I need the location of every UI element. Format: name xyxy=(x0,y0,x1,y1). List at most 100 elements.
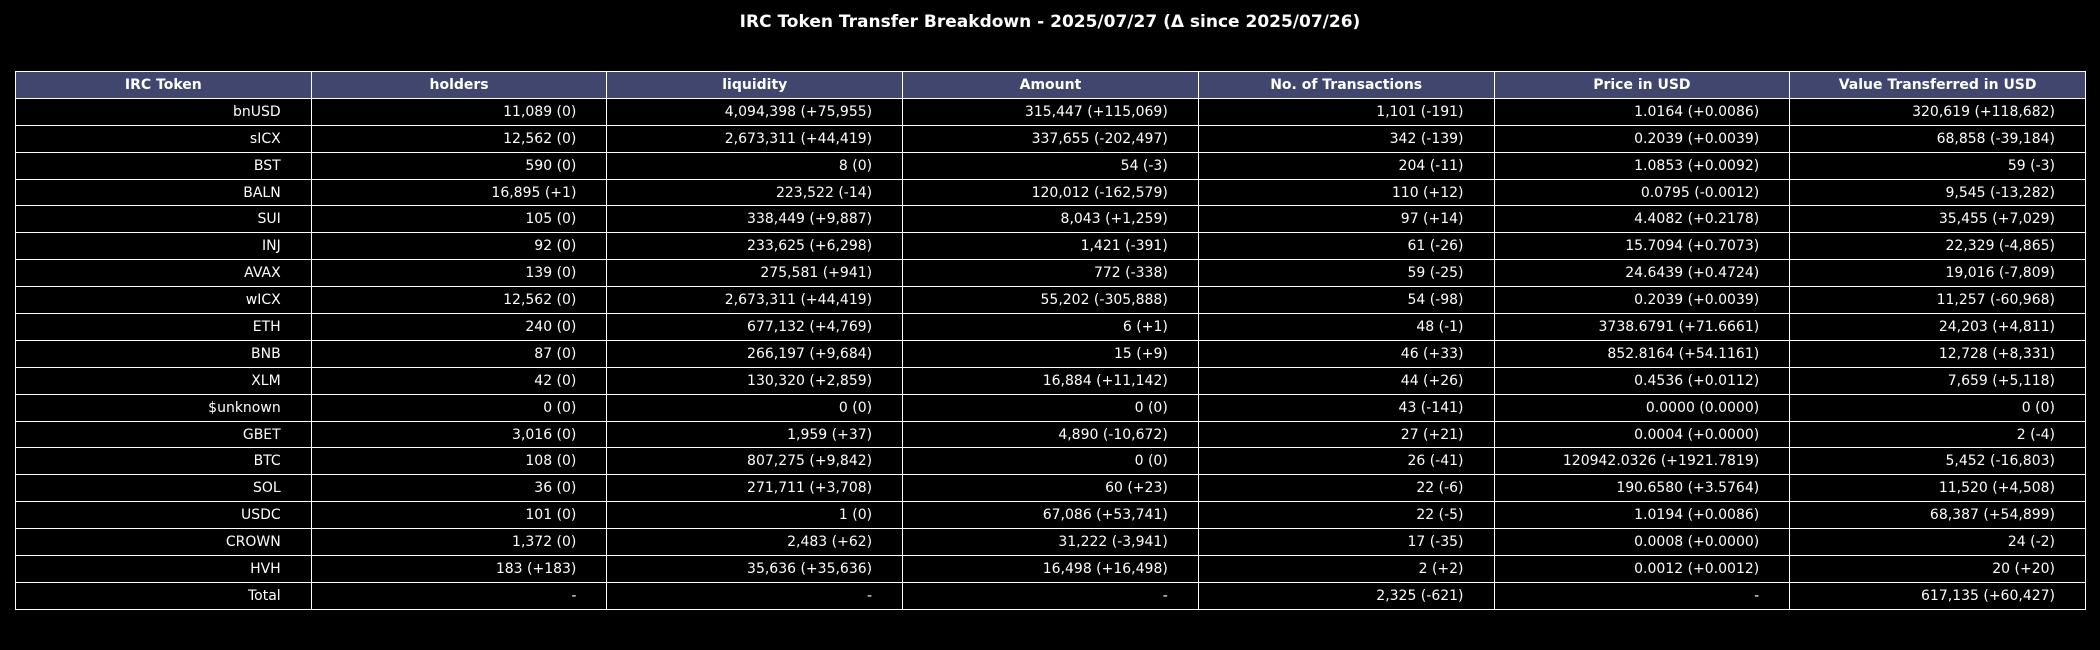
table-cell: 1.0164 (+0.0086) xyxy=(1493,97,1791,126)
table-row: SUI 105 (0) 338,449 (+9,887) 8,043 (+1,259)… xyxy=(15,205,2086,234)
token-name-cell: CROWN xyxy=(15,528,312,557)
token-name-cell: SUI xyxy=(15,205,312,234)
table-cell: 0.4536 (+0.0112) xyxy=(1493,366,1791,395)
table-row: BNB 87 (0) 266,197 (+9,684) 15 (+9) 46 (+33)… xyxy=(15,339,2086,368)
table-cell: 4.4082 (+0.2178) xyxy=(1493,205,1791,234)
table-cell: 16,498 (+16,498) xyxy=(902,555,1199,583)
table-cell: 2,483 (+62) xyxy=(606,528,904,557)
token-name-cell: GBET xyxy=(15,420,312,449)
table-cell: 337,655 (-202,497) xyxy=(902,124,1199,153)
table-cell: 15 (+9) xyxy=(902,339,1199,368)
table-cell: 772 (-338) xyxy=(902,259,1199,288)
table-cell: 44 (+26) xyxy=(1197,366,1495,395)
token-name-cell: HVH xyxy=(15,555,312,583)
table-cell: 48 (-1) xyxy=(1197,313,1495,341)
table-cell: 8 (0) xyxy=(606,151,904,180)
table-cell: 2 (+2) xyxy=(1197,555,1495,583)
token-name-cell: SOL xyxy=(15,474,312,503)
table-cell: 3,016 (0) xyxy=(310,420,608,449)
table-cell: 17 (-35) xyxy=(1197,528,1495,557)
table-cell: 36 (0) xyxy=(310,474,608,503)
table-cell: 92 (0) xyxy=(310,232,608,261)
token-name-cell: Total xyxy=(15,581,312,610)
table-cell: 2,325 (-621) xyxy=(1197,581,1495,610)
table-body: bnUSD 11,089 (0) 4,094,398 (+75,955) 315,44… xyxy=(15,97,2086,610)
table-cell: 617,135 (+60,427) xyxy=(1789,581,2086,610)
table-cell: 1.0853 (+0.0092) xyxy=(1493,151,1791,180)
table-cell: 22 (-6) xyxy=(1197,474,1495,503)
table-cell: 320,619 (+118,682) xyxy=(1789,97,2086,126)
token-transfer-table: IRC Token holders liquidity Amount No. of Tr… xyxy=(15,71,2086,610)
table-cell: 105 (0) xyxy=(310,205,608,234)
table-cell: 0.2039 (+0.0039) xyxy=(1493,124,1791,153)
token-name-cell: BALN xyxy=(15,178,312,207)
table-cell: 22 (-5) xyxy=(1197,501,1495,530)
token-name-cell: BTC xyxy=(15,447,312,476)
table-cell: 139 (0) xyxy=(310,259,608,288)
table-cell: 11,520 (+4,508) xyxy=(1789,474,2086,503)
table-cell: 6 (+1) xyxy=(902,313,1199,341)
table-row: BTC 108 (0) 807,275 (+9,842) 0 (0) 26 (-41) 1… xyxy=(15,447,2086,476)
table-row: Total - - -2,325 (-621) -617,135 (+60,427) xyxy=(15,581,2086,610)
table-cell: - xyxy=(902,581,1199,610)
table-cell: 275,581 (+941) xyxy=(606,259,904,288)
table-cell: 12,562 (0) xyxy=(310,124,608,153)
table-cell: - xyxy=(606,581,904,610)
token-name-cell: BST xyxy=(15,151,312,180)
column-header: holders xyxy=(310,71,608,99)
table-cell: 183 (+183) xyxy=(310,555,608,583)
table-cell: 0.0012 (+0.0012) xyxy=(1493,555,1791,583)
table-cell: 59 (-3) xyxy=(1789,151,2086,180)
token-name-cell: AVAX xyxy=(15,259,312,288)
table-cell: 120,012 (-162,579) xyxy=(902,178,1199,207)
table-cell: 61 (-26) xyxy=(1197,232,1495,261)
table-row: SOL 36 (0) 271,711 (+3,708) 60 (+23) 22 (-6)… xyxy=(15,474,2086,503)
table-cell: 1,421 (-391) xyxy=(902,232,1199,261)
table-cell: 59 (-25) xyxy=(1197,259,1495,288)
table-row: HVH 183 (+183) 35,636 (+35,636) 16,498 (+16… xyxy=(15,555,2086,583)
table-row: GBET 3,016 (0) 1,959 (+37) 4,890 (-10,672) 2… xyxy=(15,420,2086,449)
table-cell: 1.0194 (+0.0086) xyxy=(1493,501,1791,530)
table-row: CROWN 1,372 (0) 2,483 (+62) 31,222 (-3,941)… xyxy=(15,528,2086,557)
table-cell: 0.0000 (0.0000) xyxy=(1493,393,1791,422)
table-cell: 97 (+14) xyxy=(1197,205,1495,234)
table-cell: 1,372 (0) xyxy=(310,528,608,557)
table-cell: 590 (0) xyxy=(310,151,608,180)
token-name-cell: INJ xyxy=(15,232,312,261)
table-cell: 68,858 (-39,184) xyxy=(1789,124,2086,153)
column-header: Price in USD xyxy=(1493,71,1791,99)
table-cell: 22,329 (-4,865) xyxy=(1789,232,2086,261)
table-row: INJ 92 (0) 233,625 (+6,298) 1,421 (-391) 61 … xyxy=(15,232,2086,261)
table-cell: 0.0795 (-0.0012) xyxy=(1493,178,1791,207)
table-row: $unknown 0 (0) 0 (0) 0 (0) 43 (-141) 0.0000 (… xyxy=(15,393,2086,422)
table-cell: 54 (-98) xyxy=(1197,286,1495,315)
table-cell: 0 (0) xyxy=(1789,393,2086,422)
table-cell: 15.7094 (+0.7073) xyxy=(1493,232,1791,261)
table-cell: 0 (0) xyxy=(606,393,904,422)
token-name-cell: BNB xyxy=(15,339,312,368)
table-cell: 3738.6791 (+71.6661) xyxy=(1493,313,1791,341)
table-cell: 0.0008 (+0.0000) xyxy=(1493,528,1791,557)
table-cell: 35,636 (+35,636) xyxy=(606,555,904,583)
table-cell: 43 (-141) xyxy=(1197,393,1495,422)
token-name-cell: bnUSD xyxy=(15,97,312,126)
table-cell: 68,387 (+54,899) xyxy=(1789,501,2086,530)
table-cell: 24 (-2) xyxy=(1789,528,2086,557)
token-name-cell: ETH xyxy=(15,313,312,341)
table-cell: 19,016 (-7,809) xyxy=(1789,259,2086,288)
table-cell: 2,673,311 (+44,419) xyxy=(606,286,904,315)
table-cell: 190.6580 (+3.5764) xyxy=(1493,474,1791,503)
table-cell: 24,203 (+4,811) xyxy=(1789,313,2086,341)
table-cell: 0.2039 (+0.0039) xyxy=(1493,286,1791,315)
table-cell: 4,094,398 (+75,955) xyxy=(606,97,904,126)
table-cell: 24.6439 (+0.4724) xyxy=(1493,259,1791,288)
table-row: BALN 16,895 (+1) 223,522 (-14) 120,012 (-16… xyxy=(15,178,2086,207)
table-cell: 852.8164 (+54.1161) xyxy=(1493,339,1791,368)
table-cell: - xyxy=(310,581,608,610)
table-cell: 0.0004 (+0.0000) xyxy=(1493,420,1791,449)
token-name-cell: XLM xyxy=(15,366,312,395)
table-row: ETH 240 (0) 677,132 (+4,769) 6 (+1) 48 (-1) 3… xyxy=(15,313,2086,341)
table-cell: 240 (0) xyxy=(310,313,608,341)
table-cell: 1 (0) xyxy=(606,501,904,530)
table-cell: 338,449 (+9,887) xyxy=(606,205,904,234)
